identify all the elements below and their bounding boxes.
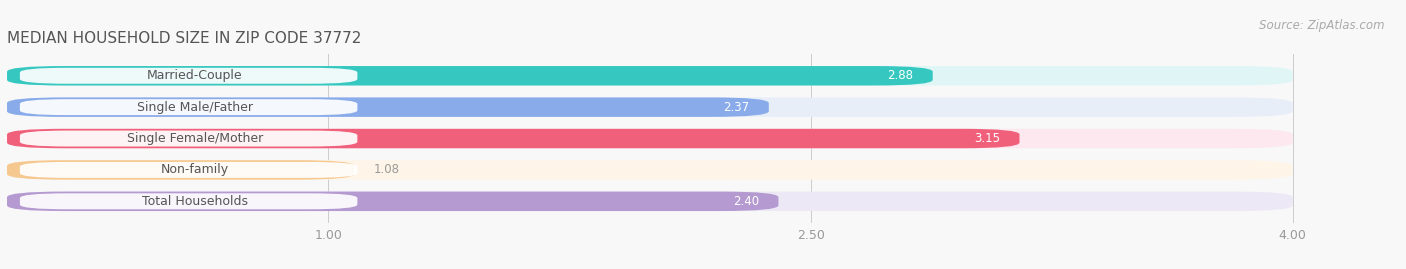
FancyBboxPatch shape <box>20 130 357 147</box>
Text: 1.08: 1.08 <box>374 164 399 176</box>
FancyBboxPatch shape <box>7 97 769 117</box>
FancyBboxPatch shape <box>20 193 357 209</box>
Text: Total Households: Total Households <box>142 195 247 208</box>
Text: Single Female/Mother: Single Female/Mother <box>127 132 263 145</box>
Text: 2.37: 2.37 <box>723 101 749 114</box>
FancyBboxPatch shape <box>7 160 1292 180</box>
Text: Single Male/Father: Single Male/Father <box>136 101 253 114</box>
FancyBboxPatch shape <box>7 160 354 180</box>
FancyBboxPatch shape <box>7 192 1292 211</box>
FancyBboxPatch shape <box>7 97 1292 117</box>
FancyBboxPatch shape <box>7 129 1292 148</box>
FancyBboxPatch shape <box>20 99 357 115</box>
FancyBboxPatch shape <box>7 192 779 211</box>
Text: 2.40: 2.40 <box>733 195 759 208</box>
FancyBboxPatch shape <box>20 162 357 178</box>
Text: Married-Couple: Married-Couple <box>148 69 243 82</box>
FancyBboxPatch shape <box>7 66 932 86</box>
Text: Source: ZipAtlas.com: Source: ZipAtlas.com <box>1260 19 1385 32</box>
Text: 3.15: 3.15 <box>974 132 1000 145</box>
Text: Non-family: Non-family <box>162 164 229 176</box>
Text: 2.88: 2.88 <box>887 69 914 82</box>
FancyBboxPatch shape <box>7 66 1292 86</box>
FancyBboxPatch shape <box>7 129 1019 148</box>
FancyBboxPatch shape <box>20 68 357 84</box>
Text: MEDIAN HOUSEHOLD SIZE IN ZIP CODE 37772: MEDIAN HOUSEHOLD SIZE IN ZIP CODE 37772 <box>7 31 361 46</box>
